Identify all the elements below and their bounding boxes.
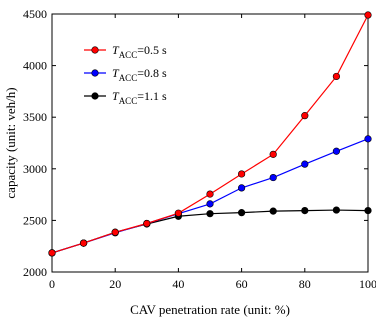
y-tick-label: 4500	[23, 7, 47, 21]
data-point	[206, 190, 214, 198]
data-point	[269, 150, 277, 158]
legend-label-main: T	[112, 89, 120, 103]
x-tick-label: 60	[236, 277, 248, 291]
data-point	[238, 209, 246, 217]
plot-area	[51, 13, 369, 273]
data-point	[238, 184, 246, 192]
series-1	[48, 11, 372, 257]
data-point	[206, 200, 214, 208]
legend-label-sub: ACC	[119, 73, 138, 83]
legend-item-3: TACC=1.1 s	[84, 89, 167, 106]
data-point	[269, 207, 277, 215]
data-point	[238, 170, 246, 178]
x-axis-title: CAV penetration rate (unit: %)	[130, 302, 290, 317]
legend-label-suffix: =0.8 s	[137, 66, 167, 80]
data-point	[174, 209, 182, 217]
x-tick-label: 0	[49, 277, 55, 291]
data-point	[364, 206, 372, 215]
y-tick-label: 3000	[23, 162, 47, 176]
legend-label-sub: ACC	[119, 50, 138, 60]
x-axis-ticks: 0 20 40 60 80 100	[49, 14, 376, 291]
legend-label: TACC=0.8 s	[112, 66, 167, 83]
legend-item-1: TACC=0.5 s	[84, 43, 167, 60]
legend-label-sub: ACC	[119, 96, 138, 106]
y-tick-label: 4000	[23, 59, 47, 73]
series-layer	[48, 11, 372, 257]
data-point	[332, 206, 341, 214]
data-point	[206, 210, 214, 218]
y-axis-title: capacity (unit: veh/h)	[3, 87, 18, 198]
data-point	[301, 112, 309, 120]
legend-label-suffix: =1.1 s	[137, 89, 167, 103]
x-tick-label: 20	[109, 277, 121, 291]
data-point	[364, 11, 372, 19]
data-point	[332, 72, 341, 81]
x-tick-label: 100	[359, 277, 376, 291]
y-tick-label: 2500	[23, 213, 47, 227]
legend-marker	[91, 92, 99, 100]
y-axis-ticks: 2000 2500 3000 3500 4000 4500	[23, 7, 368, 279]
data-point	[48, 249, 56, 257]
y-tick-label: 2000	[23, 265, 47, 279]
legend-label-main: T	[112, 66, 120, 80]
legend-marker	[91, 69, 99, 77]
data-point	[111, 228, 119, 236]
data-point	[364, 135, 372, 143]
data-point	[332, 147, 341, 155]
data-point	[301, 160, 309, 168]
legend-item-2: TACC=0.8 s	[84, 66, 167, 83]
data-point	[301, 206, 309, 215]
data-point	[269, 173, 277, 182]
y-tick-label: 3500	[23, 110, 47, 124]
x-tick-label: 40	[172, 277, 184, 291]
legend-label: TACC=1.1 s	[112, 89, 167, 106]
data-point	[79, 239, 88, 247]
legend-label: TACC=0.5 s	[112, 43, 167, 60]
x-tick-label: 80	[299, 277, 311, 291]
legend-label-suffix: =0.5 s	[137, 43, 167, 57]
legend-marker	[91, 46, 99, 54]
legend-label-main: T	[112, 43, 120, 57]
data-point	[143, 219, 151, 228]
